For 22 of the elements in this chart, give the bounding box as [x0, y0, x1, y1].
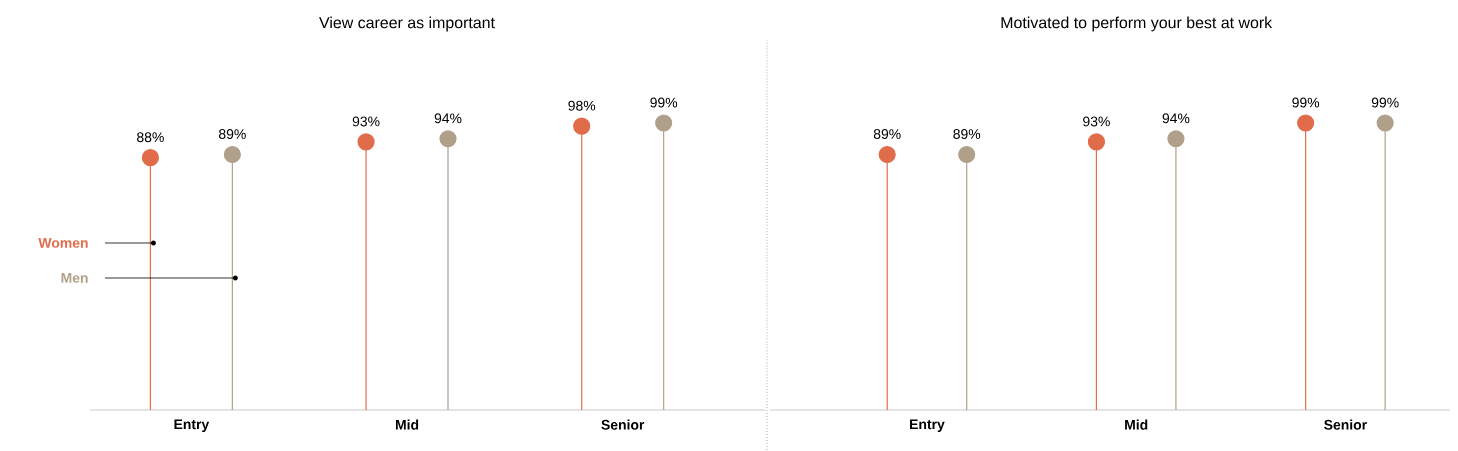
data-label: 98% [568, 100, 596, 111]
data-label: 94% [434, 113, 462, 124]
x-tick-label: Mid [395, 419, 419, 430]
data-label: 89% [953, 129, 981, 140]
chart-title: Motivated to perform your best at work [1001, 16, 1273, 32]
data-label: 99% [1371, 97, 1399, 108]
text: Women [38, 238, 88, 248]
x-tick-label: Entry [174, 419, 210, 432]
x-tick-label: Mid [1125, 419, 1148, 430]
x-tick-label: Senior [1324, 419, 1367, 430]
data-label: 88% [137, 132, 164, 143]
data-label: 99% [650, 97, 678, 108]
x-tick-label: Entry [910, 419, 945, 432]
data-label: 94% [1162, 113, 1190, 124]
data-label: 99% [1292, 97, 1320, 108]
chart-title: View career as important [319, 16, 495, 32]
text: Men [61, 273, 88, 283]
data-label: 89% [219, 129, 246, 140]
data-label: 93% [1083, 116, 1110, 127]
x-tick-label: Senior [601, 419, 645, 430]
data-label: 89% [873, 129, 901, 140]
data-label: 93% [352, 116, 380, 127]
